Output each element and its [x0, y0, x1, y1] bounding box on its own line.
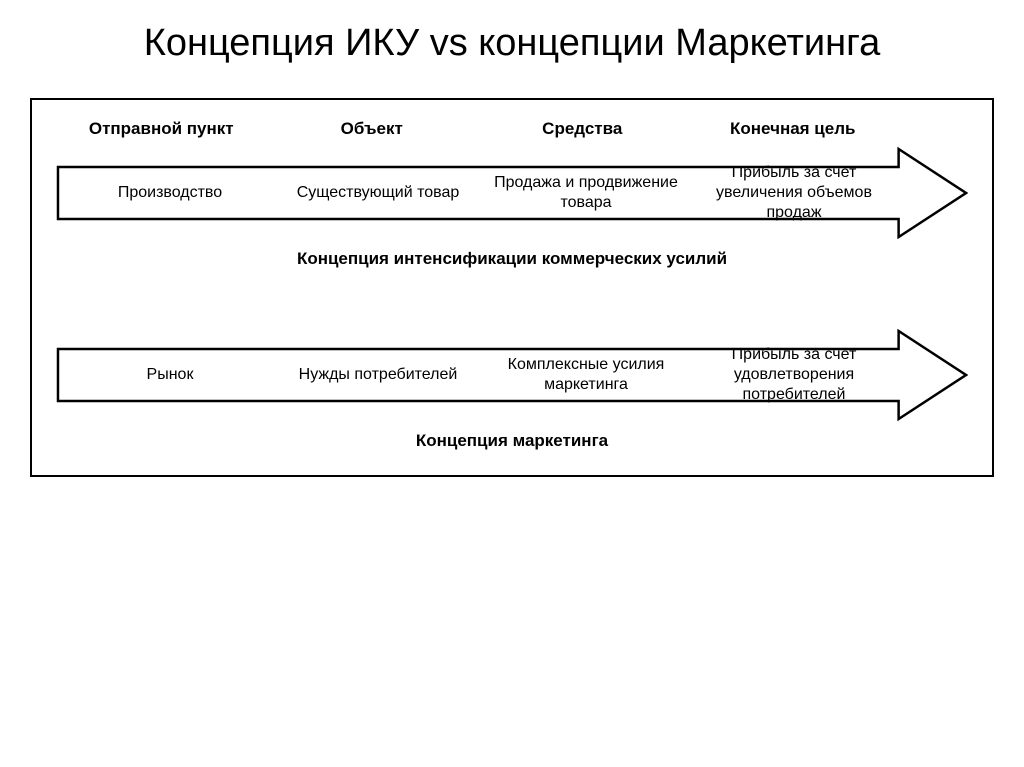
arrow1-cell-goal: Прибыль за счет увеличения объемов прода…: [690, 163, 898, 223]
arrow1-cell-start: Производство: [66, 183, 274, 203]
diagram-frame: Отправной пункт Объект Средства Конечная…: [30, 98, 994, 477]
header-means: Средства: [477, 118, 688, 139]
arrow2-cell-object: Нужды потребителей: [274, 365, 482, 385]
header-goal: Конечная цель: [688, 118, 899, 139]
arrow2-cell-start: Рынок: [66, 365, 274, 385]
arrow1-cell-means: Продажа и продвижение товара: [482, 173, 690, 213]
arrow2-cell-means: Комплексные усилия маркетинга: [482, 355, 690, 395]
arrow-2-caption: Концепция маркетинга: [56, 431, 968, 451]
page-title: Концепция ИКУ vs концепции Маркетинга: [30, 20, 994, 68]
arrow2-cell-goal: Прибыль за счет удовлетворения потребите…: [690, 345, 898, 405]
spacer: [56, 269, 968, 329]
arrow-block-1: Производство Существующий товар Продажа …: [56, 147, 968, 239]
arrow-2-cells: Рынок Нужды потребителей Комплексные уси…: [56, 329, 968, 421]
column-headers: Отправной пункт Объект Средства Конечная…: [56, 118, 968, 139]
arrow-block-2: Рынок Нужды потребителей Комплексные уси…: [56, 329, 968, 421]
arrow-1-caption: Концепция интенсификации коммерческих ус…: [56, 249, 968, 269]
arrow-1-cells: Производство Существующий товар Продажа …: [56, 147, 968, 239]
header-object: Объект: [267, 118, 478, 139]
header-starting-point: Отправной пункт: [56, 118, 267, 139]
arrow1-cell-object: Существующий товар: [274, 183, 482, 203]
